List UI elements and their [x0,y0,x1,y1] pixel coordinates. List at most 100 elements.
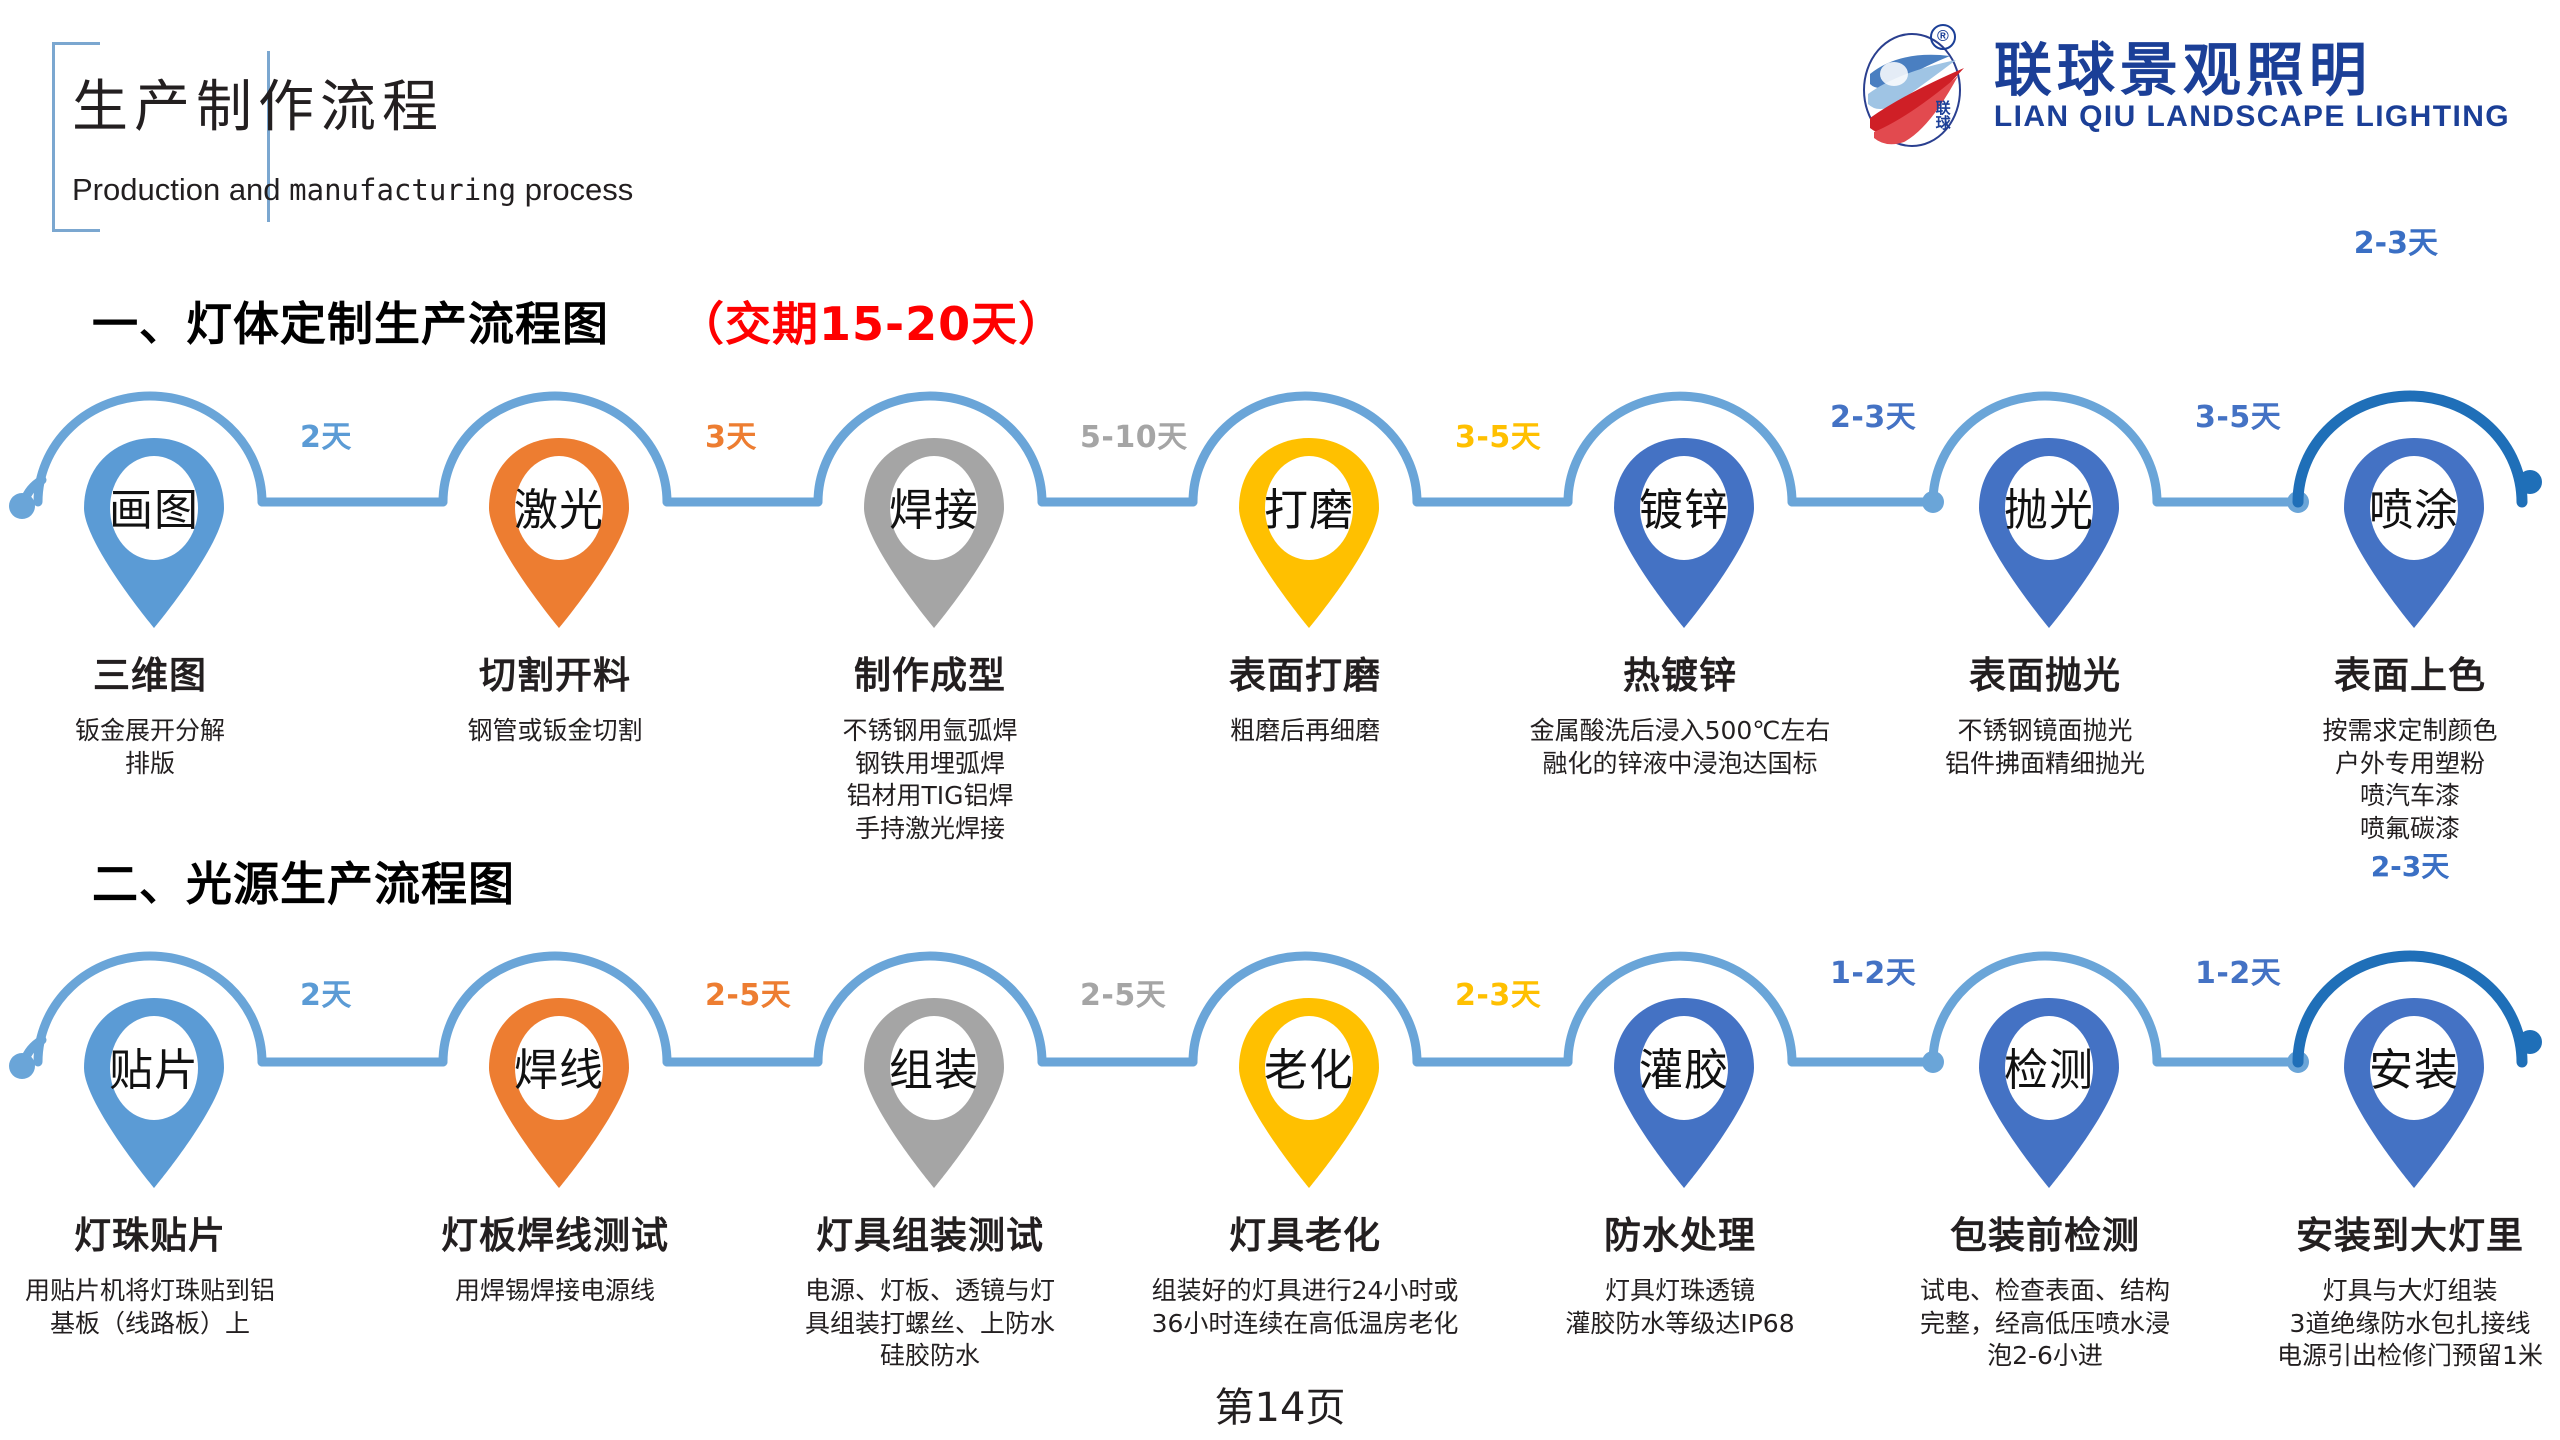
flow-step-extra-duration: 2-3天 [2370,850,2450,883]
flow-step-caption: 表面抛光不锈钢镜面抛光 铝件拂面精细抛光 [1855,645,2235,780]
flow-step-description: 不锈钢镜面抛光 铝件拂面精细抛光 [1855,715,2235,780]
flow-step-title: 三维图 [93,654,207,697]
top-right-duration: 2-3天 [2353,226,2438,261]
logo-company-name-zh: 联球景观照明 [1993,35,2372,104]
flow-step-title: 切割开料 [479,654,631,697]
flow-step-duration: 5-10天 [1080,420,1188,455]
flow-step-pin-label: 贴片 [109,1045,199,1096]
flow-step-duration: 2天 [300,978,352,1013]
title-frame-mask-top [100,39,290,51]
flow-step-description: 按需求定制颜色 户外专用塑粉 喷汽车漆 喷氟碳漆 2-3天 [2220,715,2560,885]
flow-step-caption: 灯具老化组装好的灯具进行24小时或 36小时连续在高低温房老化 [1115,1205,1495,1340]
flow-step-description-line: 融化的锌液中浸泡达国标 [1542,748,1818,778]
flow-step-description-line: 电源、灯板、透镜与灯 [804,1276,1055,1305]
flow-step-description-line: 粗磨后再细磨 [1229,716,1380,745]
flow-step-description-line: 3道绝缘防水包扎接线 [2289,1308,2531,1338]
flow-step-title: 灯具组装测试 [816,1214,1044,1257]
title-en-part2: manufacturing [289,173,517,207]
logo-badge-text: 联球 [1933,100,1951,130]
flow-step-pin[interactable]: 焊接 [846,432,1014,628]
flow-step-description: 灯具灯珠透镜 灌胶防水等级达IP68 [1490,1275,1870,1340]
flow-step-description-line: 硅胶防水 [879,1341,980,1370]
flow-step-description-line: 灌胶防水等级达IP68 [1565,1308,1795,1338]
flow-step-caption: 灯具组装测试电源、灯板、透镜与灯 具组装打螺丝、上防水 硅胶防水 [740,1205,1120,1373]
flow-step-duration: 3天 [705,420,757,455]
flow-step-pin-label: 抛光 [2004,485,2094,536]
flow-step-title: 安装到大灯里 [2296,1214,2524,1257]
flow-step-description-line: 按需求定制颜色 [2322,716,2498,745]
flow-step-description-line: 钣金展开分解 [74,716,225,745]
flow-step-title: 表面抛光 [1969,654,2121,697]
flow-step-caption: 表面打磨粗磨后再细磨 [1115,645,1495,748]
page-title-zh: 生产制作流程 [72,75,444,140]
flow-step-pin[interactable]: 检测 [1961,992,2129,1188]
flow-step-description: 试电、检查表面、结构 完整，经高低压喷水浸 泡2-6小进 [1855,1275,2235,1373]
flow-step-pin[interactable]: 喷涂 [2326,432,2494,628]
flow-step-description: 钣金展开分解 排版 [0,715,340,780]
flow-step-description: 用贴片机将灯珠贴到铝 基板（线路板）上 [0,1275,340,1340]
flow-step-title: 热镀锌 [1623,654,1737,697]
flow-step-duration: 2-3天 [1830,400,1917,435]
logo-wordmark: 联球景观照明 LIAN QIU LANDSCAPE LIGHTING [1993,35,2510,135]
flow-step-pin[interactable]: 打磨 [1221,432,1389,628]
flow-step-pin-label: 激光 [514,485,604,536]
flow-step-description-line: 喷汽车漆 [2359,781,2460,810]
flow-step-description-line: 具组装打螺丝、上防水 [804,1308,1055,1338]
flow-step-pin-label: 镀锌 [1639,485,1729,536]
title-en-part1: Production and [72,172,290,207]
logo-company-name-en: LIAN QIU LANDSCAPE LIGHTING [1993,100,2510,134]
section-1-heading-text: 一、灯体定制生产流程图 [92,297,609,351]
flow-step-title: 包装前检测 [1950,1214,2140,1257]
flow-step-duration: 2-5天 [705,978,792,1013]
flow-step-duration: 2-3天 [1455,978,1542,1013]
flow-step-pin[interactable]: 抛光 [1961,432,2129,628]
title-en-part3: process [516,172,634,207]
flow-step-description-line: 灯具与大灯组装 [2322,1276,2498,1305]
flow-step-description-line: 不锈钢镜面抛光 [1957,716,2133,745]
flow-step-pin-label: 画图 [109,485,199,536]
flow-step-pin[interactable]: 贴片 [66,992,234,1188]
flow-step-description-line: 金属酸洗后浸入500℃左右 [1529,716,1831,745]
flow-step-description-line: 用焊锡焊接电源线 [454,1276,655,1305]
flow-step-pin[interactable]: 焊线 [471,992,639,1188]
flow-step-caption: 热镀锌金属酸洗后浸入500℃左右 融化的锌液中浸泡达国标 [1490,645,1870,780]
flow-step-description-line: 组装好的灯具进行24小时或 [1151,1276,1459,1305]
flow-step-description-line: 用贴片机将灯珠贴到铝 [24,1276,275,1305]
company-logo: ® 联球 联球景观照明 LIAN QIU LANDSCAPE LIGHTING [1860,22,2510,152]
flow-step-description: 不锈钢用氩弧焊 钢铁用埋弧焊 铝材用TIG铝焊 手持激光焊接 [740,715,1120,845]
flow-step-title: 灯具老化 [1229,1214,1381,1257]
page-title-en: Production and manufacturing process [72,172,633,208]
flow-step-duration: 3-5天 [1455,420,1542,455]
flow-step-pin-label: 检测 [2004,1045,2094,1096]
flow-step-caption: 三维图钣金展开分解 排版 [0,645,340,780]
flow-step-pin-label: 喷涂 [2369,485,2459,536]
title-frame-mask-bottom [100,222,290,236]
flow-step-description-line: 泡2-6小进 [1987,1341,2103,1370]
flow-step-duration: 1-2天 [1830,956,1917,991]
flow-step-pin[interactable]: 画图 [66,432,234,628]
section-1-lead-time: （交期15-20天） [678,297,1066,351]
flow-step-title: 灯板焊线测试 [441,1214,669,1257]
flow-step-caption: 灯板焊线测试用焊锡焊接电源线 [365,1205,745,1308]
flow-step-description-line: 36小时连续在高低温房老化 [1151,1308,1459,1338]
flow-step-pin-label: 焊接 [889,485,979,536]
flow-step-pin[interactable]: 激光 [471,432,639,628]
flow-step-description: 粗磨后再细磨 [1115,715,1495,748]
flow-step-title: 表面打磨 [1229,654,1381,697]
section-1-heading: 一、灯体定制生产流程图 （交期15-20天） [92,288,1065,354]
flow-step-pin-label: 老化 [1264,1045,1354,1096]
flow-step-pin-label: 焊线 [514,1045,604,1096]
flow-step-pin[interactable]: 灌胶 [1596,992,1764,1188]
flow-step-description-line: 手持激光焊接 [854,813,1005,843]
flow-step-pin[interactable]: 镀锌 [1596,432,1764,628]
flow-step-duration: 1-2天 [2195,956,2282,991]
flow-step-caption: 灯珠贴片 用贴片机将灯珠贴到铝 基板（线路板）上 [0,1205,340,1340]
flow-step-duration: 2-5天 [1080,978,1167,1013]
flow-step-pin[interactable]: 老化 [1221,992,1389,1188]
flow-step-pin[interactable]: 安装 [2326,992,2494,1188]
flow-step-description-line: 试电、检查表面、结构 [1919,1276,2170,1305]
flow-step-pin[interactable]: 组装 [846,992,1014,1188]
flow-step-title: 防水处理 [1604,1214,1756,1257]
flow-step-description: 金属酸洗后浸入500℃左右 融化的锌液中浸泡达国标 [1490,715,1870,780]
